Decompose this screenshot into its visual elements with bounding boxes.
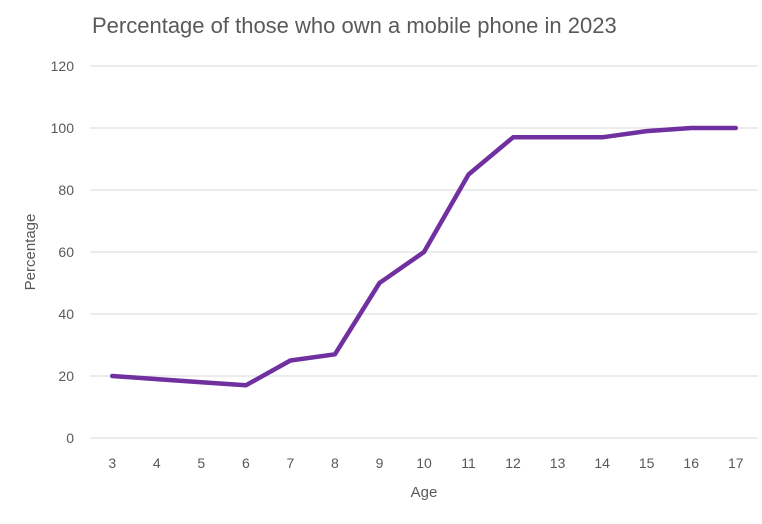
x-tick-label: 12 [505,455,521,471]
y-tick-label: 80 [58,182,74,198]
x-axis-label: Age [411,484,438,501]
x-tick-label: 5 [197,455,205,471]
x-tick-label: 13 [550,455,566,471]
chart-title: Percentage of those who own a mobile pho… [92,13,617,38]
y-tick-label: 60 [58,244,74,260]
x-tick-label: 9 [376,455,384,471]
x-tick-label: 7 [287,455,295,471]
y-axis-ticks: 0 20 40 60 80 100 120 [51,58,75,446]
x-tick-label: 11 [461,455,476,471]
x-tick-label: 14 [594,455,610,471]
y-tick-label: 100 [51,120,75,136]
x-tick-label: 17 [728,455,744,471]
x-tick-label: 3 [108,455,116,471]
gridlines [90,65,758,439]
y-tick-label: 120 [51,58,75,74]
x-tick-label: 6 [242,455,250,471]
series-line [110,125,738,388]
y-tick-label: 20 [58,368,74,384]
x-tick-label: 10 [416,455,432,471]
x-tick-label: 15 [639,455,655,471]
x-tick-label: 8 [331,455,339,471]
x-axis-ticks: 3 4 5 6 7 8 9 10 11 12 13 14 15 16 17 [108,455,743,471]
y-tick-label: 0 [66,430,74,446]
y-axis-label: Percentage [22,214,39,291]
series [110,125,738,388]
x-tick-label: 16 [683,455,699,471]
y-tick-label: 40 [58,306,74,322]
x-tick-label: 4 [153,455,161,471]
